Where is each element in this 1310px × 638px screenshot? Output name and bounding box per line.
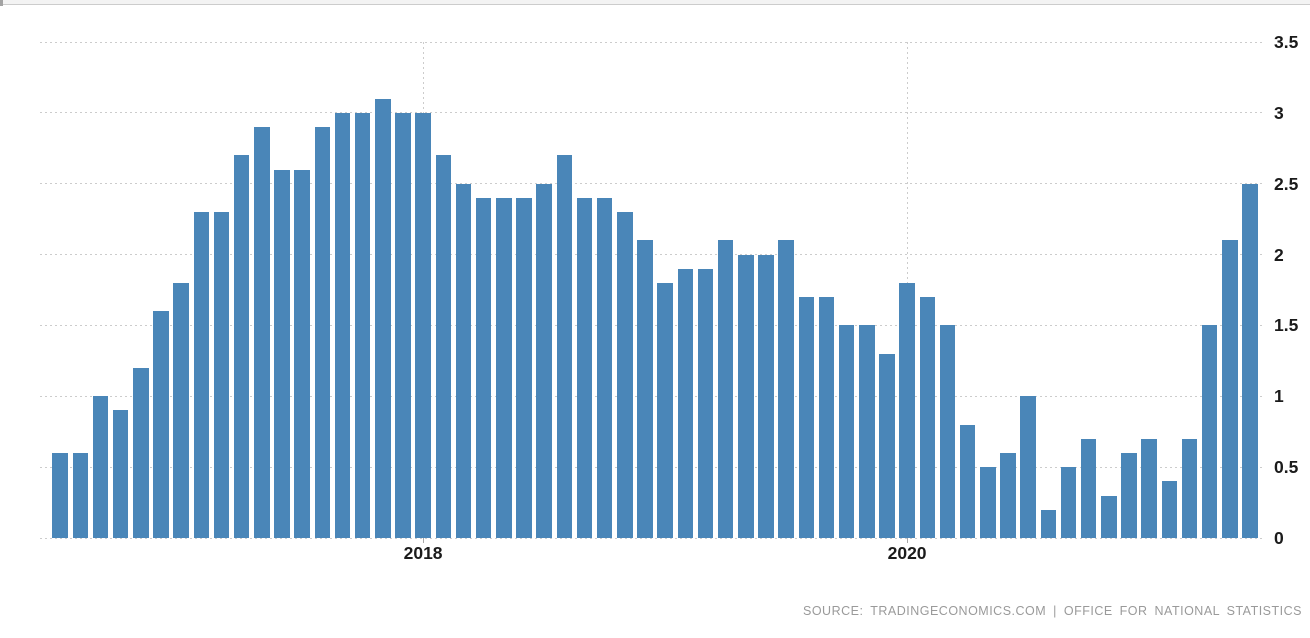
gridline-y: [40, 183, 1265, 185]
widget-top-border: [0, 0, 1310, 6]
bar[interactable]: [415, 112, 431, 538]
bar[interactable]: [92, 396, 109, 538]
bar[interactable]: [738, 254, 754, 538]
bar[interactable]: [1161, 481, 1177, 538]
bar[interactable]: [354, 112, 371, 538]
bar[interactable]: [1201, 325, 1218, 538]
bar[interactable]: [758, 254, 774, 538]
bar[interactable]: [1060, 467, 1077, 538]
bar[interactable]: [375, 98, 391, 538]
bar[interactable]: [980, 467, 996, 538]
bar[interactable]: [233, 155, 250, 538]
bar[interactable]: [133, 367, 149, 538]
bar[interactable]: [838, 325, 855, 538]
bar[interactable]: [1141, 438, 1157, 538]
bar[interactable]: [556, 155, 572, 538]
bar[interactable]: [72, 452, 88, 538]
gridline-y: [40, 112, 1265, 114]
bar[interactable]: [254, 127, 270, 538]
bar[interactable]: [475, 197, 492, 538]
bar[interactable]: [657, 282, 673, 538]
gridline-y: [40, 537, 1265, 539]
bar[interactable]: [959, 424, 976, 538]
bar[interactable]: [1222, 240, 1238, 538]
bar[interactable]: [1242, 183, 1258, 538]
y-axis-label: 2: [1274, 244, 1284, 265]
bar[interactable]: [1040, 509, 1056, 538]
bar[interactable]: [879, 353, 895, 538]
bar[interactable]: [1020, 396, 1036, 538]
gridline-y: [40, 41, 1265, 43]
bar[interactable]: [395, 112, 411, 538]
x-axis-tick: [906, 538, 908, 543]
bar[interactable]: [899, 282, 915, 538]
source-attribution-link[interactable]: SOURCE: TRADINGECONOMICS.COM | OFFICE FO…: [803, 604, 1302, 618]
bar[interactable]: [516, 197, 532, 538]
bar[interactable]: [435, 155, 451, 538]
x-axis-tick: [422, 538, 424, 543]
x-axis-label-2018: 2018: [403, 543, 443, 563]
bar[interactable]: [274, 169, 290, 538]
bar[interactable]: [1121, 452, 1137, 538]
bar[interactable]: [294, 169, 310, 538]
plot-area: [40, 41, 1265, 543]
bar[interactable]: [1080, 438, 1097, 538]
bar[interactable]: [112, 410, 129, 538]
bar[interactable]: [697, 268, 714, 538]
bar[interactable]: [717, 240, 734, 538]
y-axis-label: 0: [1274, 528, 1284, 548]
bar[interactable]: [778, 240, 794, 538]
bar[interactable]: [314, 127, 330, 538]
bar[interactable]: [1000, 452, 1016, 538]
bar[interactable]: [919, 297, 935, 538]
y-axis-label: 0.5: [1274, 457, 1299, 478]
bar[interactable]: [173, 282, 189, 538]
y-axis-label: 1.5: [1274, 315, 1299, 336]
bar[interactable]: [617, 212, 633, 538]
bar[interactable]: [1181, 438, 1198, 538]
bar[interactable]: [859, 325, 875, 538]
bar[interactable]: [818, 297, 835, 538]
y-axis-label: 3.5: [1274, 32, 1299, 52]
bar[interactable]: [677, 268, 693, 538]
x-axis-label-2020: 2020: [887, 543, 927, 563]
y-axis-label: 1: [1274, 386, 1284, 407]
bar[interactable]: [334, 112, 351, 538]
bar[interactable]: [939, 325, 956, 538]
bar[interactable]: [536, 183, 552, 538]
bar[interactable]: [213, 212, 230, 538]
bar[interactable]: [455, 183, 472, 538]
widget-top-left-notch: [0, 0, 3, 6]
bar[interactable]: [1101, 495, 1117, 538]
bar[interactable]: [637, 240, 653, 538]
bar[interactable]: [193, 212, 209, 538]
bar[interactable]: [153, 311, 169, 538]
bar[interactable]: [596, 197, 613, 538]
bar[interactable]: [576, 197, 593, 538]
y-axis-label: 2.5: [1274, 173, 1299, 194]
bar[interactable]: [798, 297, 814, 538]
y-axis-label: 3: [1274, 102, 1284, 123]
bar[interactable]: [496, 197, 512, 538]
bar[interactable]: [52, 452, 68, 538]
